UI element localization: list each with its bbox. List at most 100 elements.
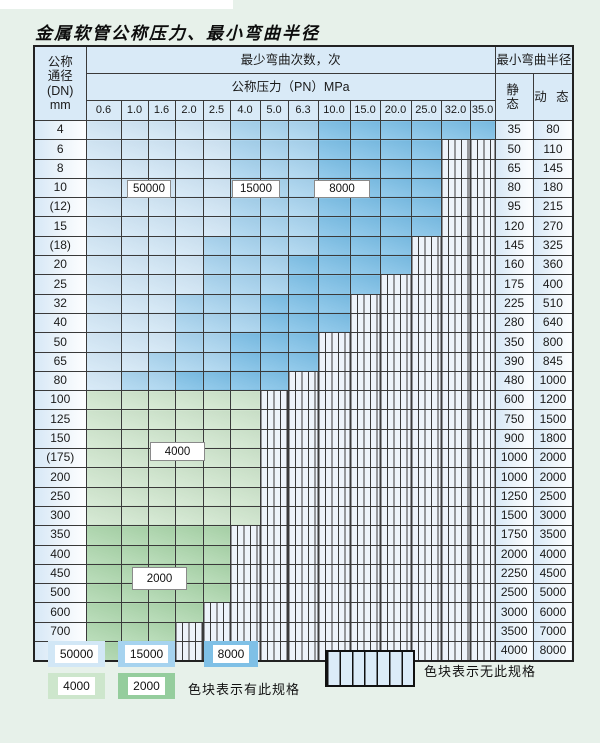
cycle-cell	[229, 428, 261, 450]
cycle-cell	[287, 197, 319, 218]
no-spec-cell	[259, 486, 289, 507]
cycle-cell	[85, 235, 122, 257]
no-spec-cell	[469, 293, 496, 314]
cycle-cell	[379, 119, 412, 141]
cycle-cell	[229, 235, 261, 257]
no-spec-cell	[410, 486, 442, 507]
no-spec-cell	[410, 351, 442, 372]
static-value: 900	[494, 428, 534, 450]
no-spec-cell	[410, 370, 442, 392]
cycle-cell	[147, 274, 176, 295]
zone-label-8000: 8000	[314, 180, 370, 198]
static-value: 65	[494, 158, 534, 179]
cycle-cell	[349, 139, 381, 160]
no-spec-cell	[379, 448, 412, 469]
legend-no-spec-text: 色块表示无此规格	[424, 664, 537, 679]
static-header: 静 态	[494, 73, 534, 121]
cycle-cell	[349, 274, 381, 295]
no-spec-cell	[379, 293, 412, 314]
no-spec-cell	[410, 255, 442, 276]
no-spec-cell	[259, 409, 289, 430]
dynamic-value: 270	[532, 216, 574, 237]
cycle-cell	[379, 235, 412, 257]
no-spec-cell	[379, 370, 412, 392]
cycle-cell	[287, 293, 319, 314]
no-spec-cell	[229, 621, 261, 643]
cycle-cell	[120, 525, 149, 546]
no-spec-cell	[469, 312, 496, 334]
dynamic-value: 110	[532, 139, 574, 160]
cycle-cell	[147, 544, 176, 565]
static-value: 160	[494, 255, 534, 276]
cycle-cell	[85, 158, 122, 179]
cycle-cell	[120, 312, 149, 334]
no-spec-cell	[410, 602, 442, 623]
pressure-tick: 25.0	[410, 100, 442, 121]
table-row: 100 600 1200	[33, 390, 574, 411]
dn-cell: 300	[33, 505, 87, 527]
dn-cell: 450	[33, 563, 87, 585]
dynamic-value: 360	[532, 255, 574, 276]
table-row: (175) 1000 2000	[33, 448, 574, 469]
no-spec-cell	[410, 448, 442, 469]
dn-cell: 250	[33, 486, 87, 507]
no-spec-cell	[287, 467, 319, 488]
cycle-cell	[147, 293, 176, 314]
cycle-cell	[287, 235, 319, 257]
dynamic-value: 2000	[532, 448, 574, 469]
no-spec-cell	[410, 293, 442, 314]
no-spec-cell	[317, 332, 351, 353]
static-value: 2250	[494, 563, 534, 585]
no-spec-cell	[440, 448, 471, 469]
no-spec-cell	[317, 390, 351, 411]
cycle-cell	[174, 505, 204, 527]
cycle-cell	[259, 274, 289, 295]
no-spec-cell	[469, 255, 496, 276]
cycle-cell	[229, 409, 261, 430]
no-spec-cell	[317, 486, 351, 507]
zone-label-2000: 2000	[132, 567, 187, 590]
cycle-cell	[349, 255, 381, 276]
cycle-cell	[379, 139, 412, 160]
cycle-cell	[317, 235, 351, 257]
no-spec-cell	[317, 621, 351, 643]
cycle-cell	[174, 158, 204, 179]
cycle-cell	[85, 467, 122, 488]
cycle-cell	[147, 158, 176, 179]
table-row: 6 50 110	[33, 139, 574, 160]
cycle-cell	[174, 177, 204, 199]
no-spec-cell	[349, 409, 381, 430]
no-spec-cell	[317, 583, 351, 604]
pressure-tick: 35.0	[469, 100, 496, 121]
static-value: 120	[494, 216, 534, 237]
cycle-cell	[147, 602, 176, 623]
cycle-cell	[229, 467, 261, 488]
cycle-cell	[287, 312, 319, 334]
no-spec-cell	[440, 370, 471, 392]
cycle-cell	[120, 641, 149, 662]
no-spec-cell	[469, 216, 496, 237]
cycle-cell	[120, 332, 149, 353]
no-spec-cell	[317, 602, 351, 623]
no-spec-cell	[287, 641, 319, 662]
no-spec-cell	[379, 583, 412, 604]
no-spec-cell	[469, 563, 496, 585]
cycle-cell	[410, 177, 442, 199]
no-spec-cell	[349, 621, 381, 643]
no-spec-cell	[410, 390, 442, 411]
cycle-cell	[229, 312, 261, 334]
dynamic-header: 动 态	[532, 73, 574, 121]
pressure-tick: 20.0	[379, 100, 412, 121]
static-value: 1750	[494, 525, 534, 546]
no-spec-cell	[379, 505, 412, 527]
cycle-cell	[410, 216, 442, 237]
cycle-cell	[85, 332, 122, 353]
no-spec-cell	[317, 448, 351, 469]
cycle-cell	[259, 235, 289, 257]
table-row: 20 160 360	[33, 255, 574, 276]
cycle-cell	[259, 119, 289, 141]
dynamic-value: 640	[532, 312, 574, 334]
static-value: 1500	[494, 505, 534, 527]
cycle-cell	[259, 312, 289, 334]
no-spec-cell	[174, 641, 204, 662]
